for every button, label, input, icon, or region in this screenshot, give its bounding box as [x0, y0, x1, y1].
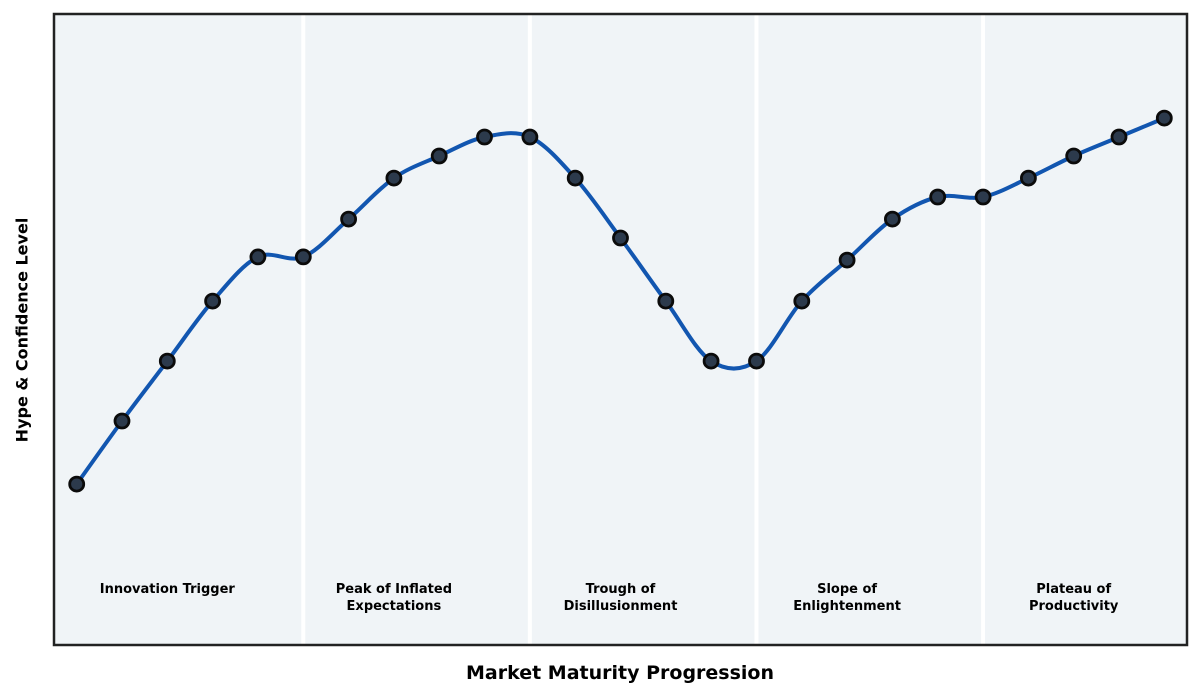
- data-point-marker: [702, 352, 720, 370]
- phase-label-3: Slope of Enlightenment: [793, 582, 901, 614]
- x-axis-label: Market Maturity Progression: [465, 662, 775, 684]
- data-point-marker: [476, 128, 493, 146]
- data-point-marker: [884, 210, 901, 228]
- plot-background: [54, 14, 1187, 645]
- data-point-marker: [521, 128, 539, 146]
- phase-label-0: Innovation Trigger: [99, 582, 235, 597]
- y-axis-label: Hype & Confidence Level: [12, 217, 32, 443]
- phase-label-4: Plateau of Productivity: [1028, 582, 1119, 614]
- data-point-marker: [838, 251, 856, 269]
- data-point-marker: [385, 169, 403, 187]
- data-point-marker: [68, 475, 86, 493]
- data-point-marker: [294, 248, 312, 266]
- phase-label-1: Peak of Inflated Expectations: [335, 582, 453, 614]
- data-point-marker: [204, 292, 222, 310]
- data-point-marker: [1065, 147, 1083, 165]
- data-point-marker: [249, 248, 267, 266]
- phase-label-2: Trough of Disillusionment: [563, 582, 678, 614]
- data-point-marker: [974, 188, 992, 206]
- data-point-marker: [566, 169, 584, 187]
- data-point-marker: [657, 292, 675, 310]
- data-point-marker: [1020, 169, 1037, 187]
- data-point-marker: [340, 210, 358, 228]
- data-point-marker: [748, 352, 765, 370]
- data-point-marker: [113, 412, 131, 430]
- data-point-marker: [1110, 128, 1128, 146]
- plot-border: [52, 12, 1189, 647]
- data-point-marker: [430, 147, 448, 165]
- data-point-marker: [929, 188, 947, 206]
- data-point-marker: [793, 292, 811, 310]
- data-point-marker: [612, 229, 629, 247]
- data-point-marker: [158, 352, 176, 370]
- data-point-marker: [1155, 109, 1173, 127]
